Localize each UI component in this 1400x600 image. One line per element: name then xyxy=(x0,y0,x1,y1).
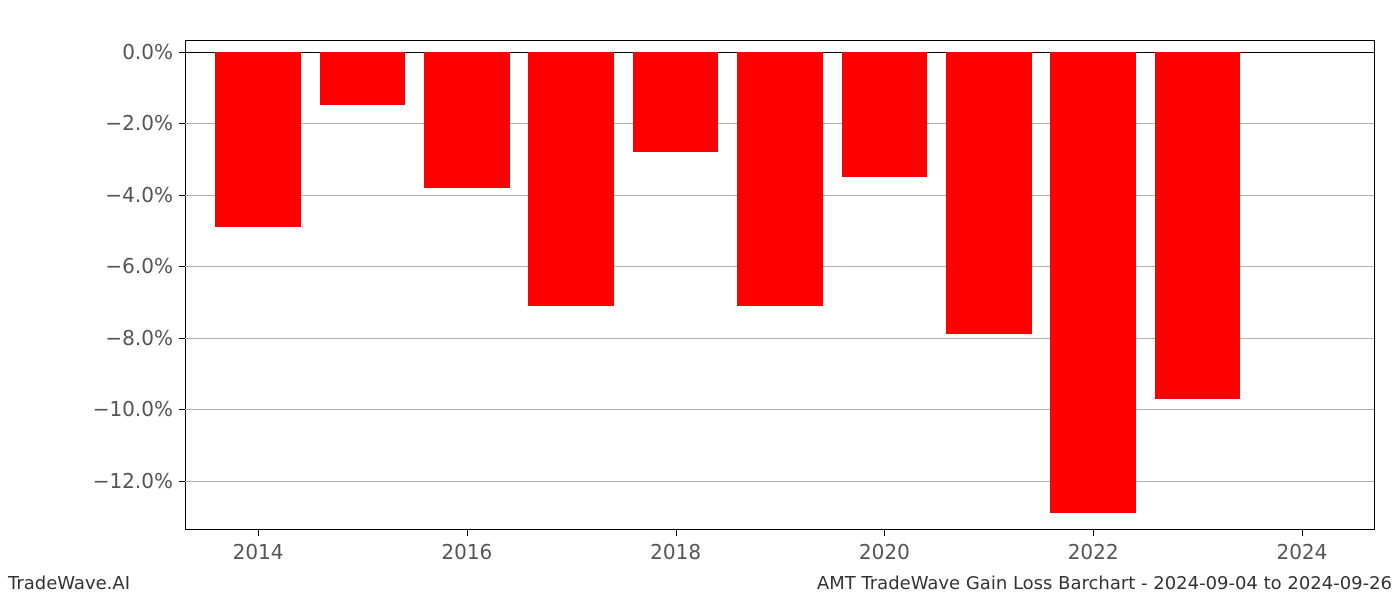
x-tick-label: 2024 xyxy=(1276,530,1327,564)
y-tick-label: −10.0% xyxy=(93,397,185,421)
y-tick-label: −2.0% xyxy=(105,111,185,135)
spine-left xyxy=(185,41,186,530)
y-tick-label: −12.0% xyxy=(93,469,185,493)
bar xyxy=(1155,52,1241,399)
y-tick-label: −6.0% xyxy=(105,254,185,278)
y-tick-label: −4.0% xyxy=(105,183,185,207)
x-tick-label: 2018 xyxy=(650,530,701,564)
bar xyxy=(737,52,823,306)
plot-area: 0.0%−2.0%−4.0%−6.0%−8.0%−10.0%−12.0%2014… xyxy=(185,40,1375,530)
y-tick-label: 0.0% xyxy=(122,40,185,64)
bar xyxy=(215,52,301,227)
bar xyxy=(1050,52,1136,513)
bar xyxy=(528,52,614,306)
bar xyxy=(946,52,1032,335)
x-tick-label: 2022 xyxy=(1068,530,1119,564)
y-gridline xyxy=(185,409,1374,410)
y-gridline xyxy=(185,481,1374,482)
chart-container: 0.0% −2.0% −4.0% −6.0% −8.0% −10.0% −12.0% 2014… xyxy=(0,0,1400,600)
bar xyxy=(842,52,928,177)
bar xyxy=(424,52,510,188)
x-tick-label: 2014 xyxy=(233,530,284,564)
bar xyxy=(633,52,719,152)
x-tick-label: 2020 xyxy=(859,530,910,564)
x-tick-label: 2016 xyxy=(441,530,492,564)
spine-bottom xyxy=(185,529,1374,530)
footer-caption: AMT TradeWave Gain Loss Barchart - 2024-… xyxy=(817,573,1392,594)
bar xyxy=(320,52,406,106)
footer-credit: TradeWave.AI xyxy=(8,573,130,594)
y-tick-label: −8.0% xyxy=(105,326,185,350)
